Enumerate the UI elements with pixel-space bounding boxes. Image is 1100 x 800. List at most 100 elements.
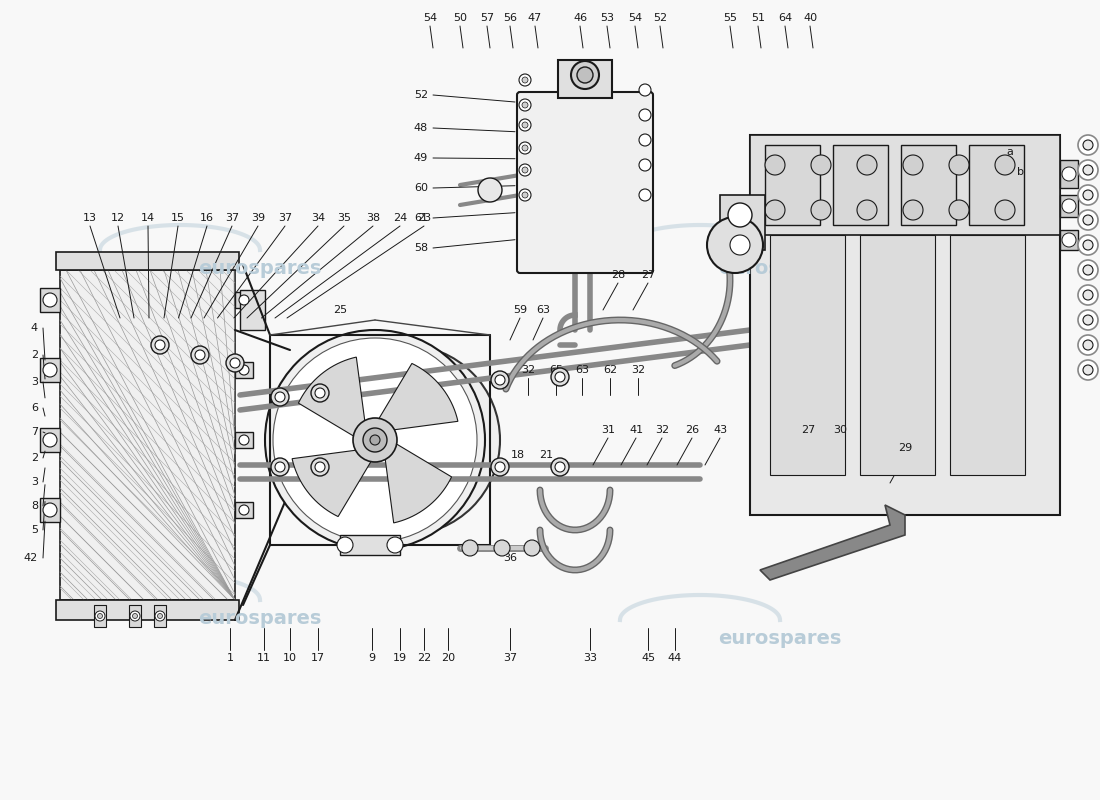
Text: 26: 26	[685, 425, 700, 435]
Circle shape	[1084, 340, 1093, 350]
Circle shape	[43, 503, 57, 517]
Text: 59: 59	[513, 305, 527, 315]
Circle shape	[151, 336, 169, 354]
Text: 34: 34	[311, 213, 326, 223]
Text: 65: 65	[549, 365, 563, 375]
Circle shape	[1062, 233, 1076, 247]
Circle shape	[226, 354, 244, 372]
Circle shape	[949, 155, 969, 175]
Text: 7: 7	[31, 427, 38, 437]
Text: 61: 61	[414, 213, 428, 223]
Text: 15: 15	[170, 213, 185, 223]
Circle shape	[239, 365, 249, 375]
Bar	[40, 288, 60, 312]
Circle shape	[1084, 140, 1093, 150]
Bar	[40, 498, 60, 522]
Text: 2: 2	[31, 453, 38, 463]
Circle shape	[707, 217, 763, 273]
Text: 18: 18	[510, 450, 525, 460]
Text: 48: 48	[414, 123, 428, 133]
Circle shape	[155, 611, 165, 621]
Polygon shape	[378, 363, 458, 430]
Text: 53: 53	[600, 13, 614, 23]
Bar	[750, 135, 1060, 235]
Bar	[154, 605, 166, 627]
Bar	[750, 135, 1060, 515]
Text: 11: 11	[257, 653, 271, 663]
Text: 41: 41	[629, 425, 644, 435]
Circle shape	[522, 102, 528, 108]
Circle shape	[98, 614, 102, 618]
Bar	[860, 235, 935, 475]
Circle shape	[462, 540, 478, 556]
Circle shape	[494, 540, 510, 556]
Text: 33: 33	[583, 653, 597, 663]
Circle shape	[495, 462, 505, 472]
Circle shape	[271, 458, 289, 476]
Text: 37: 37	[278, 213, 293, 223]
Circle shape	[639, 159, 651, 171]
Circle shape	[130, 611, 140, 621]
Circle shape	[551, 458, 569, 476]
Circle shape	[1078, 310, 1098, 330]
Circle shape	[578, 67, 593, 83]
Circle shape	[949, 200, 969, 220]
Circle shape	[524, 540, 540, 556]
Text: 27: 27	[641, 270, 656, 280]
Circle shape	[363, 428, 387, 452]
Circle shape	[571, 61, 600, 89]
Circle shape	[337, 537, 353, 553]
Text: eurospares: eurospares	[198, 609, 321, 627]
Circle shape	[315, 388, 324, 398]
Circle shape	[1084, 315, 1093, 325]
Polygon shape	[760, 505, 905, 580]
Bar	[720, 195, 764, 250]
Circle shape	[1062, 199, 1076, 213]
Circle shape	[95, 611, 104, 621]
Text: 52: 52	[653, 13, 667, 23]
Circle shape	[1084, 290, 1093, 300]
Circle shape	[519, 189, 531, 201]
Circle shape	[639, 109, 651, 121]
Circle shape	[1084, 190, 1093, 200]
Circle shape	[265, 330, 485, 550]
Circle shape	[764, 155, 785, 175]
Text: 30: 30	[833, 425, 847, 435]
Circle shape	[519, 164, 531, 176]
Bar	[235, 502, 253, 518]
Circle shape	[551, 368, 569, 386]
Circle shape	[522, 122, 528, 128]
Circle shape	[730, 235, 750, 255]
Polygon shape	[385, 443, 452, 523]
Text: 27: 27	[801, 425, 815, 435]
Circle shape	[43, 433, 57, 447]
Text: 44: 44	[668, 653, 682, 663]
Text: 39: 39	[251, 213, 265, 223]
Text: 55: 55	[723, 13, 737, 23]
Text: 28: 28	[610, 270, 625, 280]
Bar	[770, 235, 845, 475]
Bar	[969, 145, 1024, 225]
Circle shape	[310, 345, 500, 535]
Circle shape	[556, 372, 565, 382]
Text: 1: 1	[227, 653, 233, 663]
Text: 49: 49	[414, 153, 428, 163]
Text: 58: 58	[414, 243, 428, 253]
Circle shape	[271, 388, 289, 406]
Text: 12: 12	[111, 213, 125, 223]
Circle shape	[353, 418, 397, 462]
Circle shape	[857, 155, 877, 175]
Bar	[40, 358, 60, 382]
Circle shape	[370, 435, 379, 445]
Text: 21: 21	[539, 450, 553, 460]
Text: 62: 62	[603, 365, 617, 375]
Circle shape	[1078, 210, 1098, 230]
Text: 6: 6	[31, 403, 38, 413]
Bar	[1060, 195, 1078, 217]
Bar	[764, 145, 820, 225]
Bar	[94, 605, 106, 627]
Text: 64: 64	[778, 13, 792, 23]
Circle shape	[1084, 240, 1093, 250]
Text: 3: 3	[31, 477, 38, 487]
Text: 31: 31	[601, 425, 615, 435]
